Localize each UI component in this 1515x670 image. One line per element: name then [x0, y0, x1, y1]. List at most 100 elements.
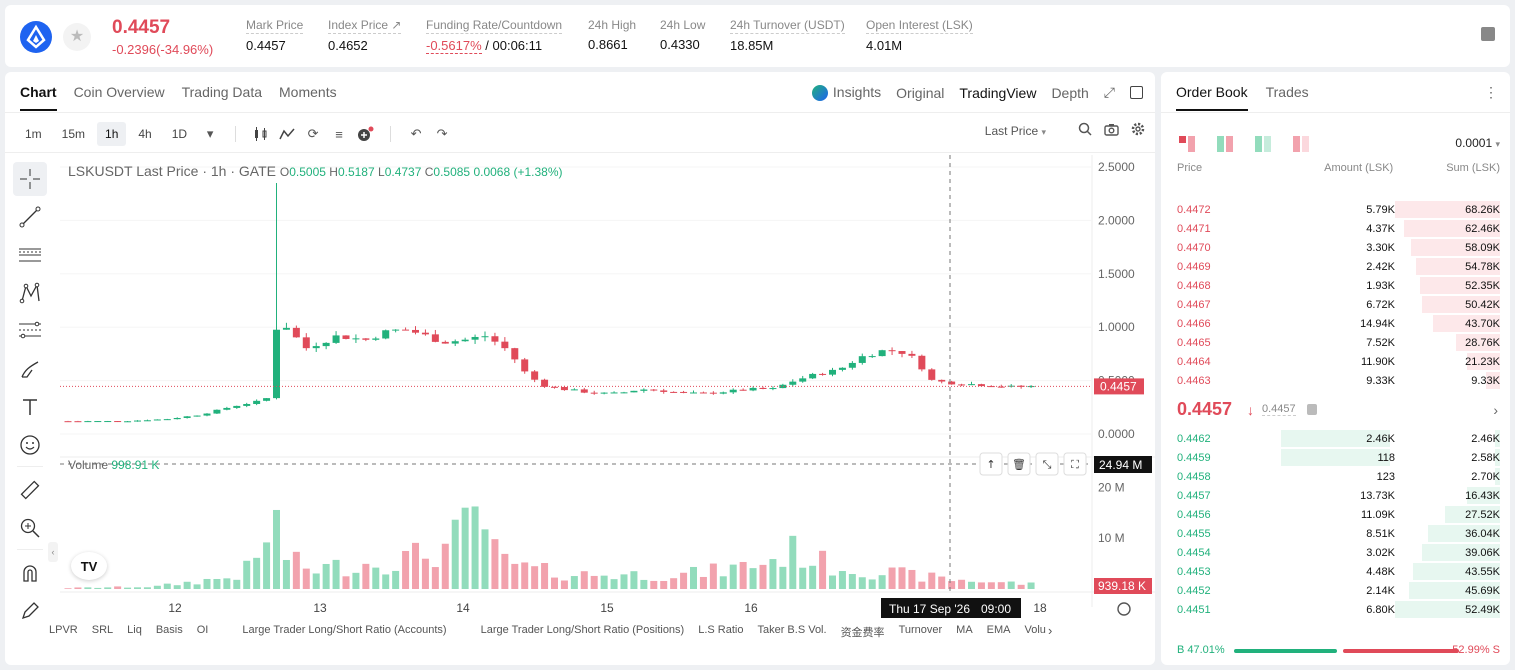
candle-body [213, 409, 221, 414]
indicator-10[interactable]: Turnover [898, 624, 943, 636]
search-icon[interactable] [1078, 122, 1092, 139]
view-asks-icon[interactable] [1293, 136, 1309, 152]
indicator-13[interactable]: Volu [1024, 624, 1046, 636]
emoji-icon[interactable] [13, 428, 47, 462]
ruler-icon[interactable] [13, 473, 47, 507]
stat-index-price[interactable]: Index Price ↗ 0.4652 [328, 18, 402, 53]
view-bids-icon[interactable] [1255, 136, 1271, 152]
timeframe-1m[interactable]: 1m [25, 127, 42, 141]
ask-row[interactable]: 0.4469 2.42K 54.78K [1161, 257, 1500, 276]
bid-row[interactable]: 0.4455 8.51K 36.04K [1161, 524, 1500, 543]
collapse-icon[interactable] [1035, 452, 1059, 476]
tab-chart[interactable]: Chart [20, 84, 57, 111]
indicator-0[interactable]: LPVR [49, 624, 78, 636]
indicator-1[interactable]: SRL [91, 624, 114, 636]
candle-body [898, 351, 906, 354]
ask-row[interactable]: 0.4465 7.52K 28.76K [1161, 333, 1500, 352]
arrow-up-icon[interactable] [979, 452, 1003, 476]
magnet-icon[interactable] [13, 556, 47, 590]
ask-row[interactable]: 0.4470 3.30K 58.09K [1161, 238, 1500, 257]
bid-row[interactable]: 0.4458 123 2.70K [1161, 467, 1500, 486]
text-icon[interactable] [13, 390, 47, 424]
zoom-in-icon[interactable] [13, 511, 47, 545]
tab-insights[interactable]: Insights [811, 84, 881, 102]
timeframe-15m[interactable]: 15m [61, 127, 86, 141]
bid-row[interactable]: 0.4452 2.14K 45.69K [1161, 581, 1500, 600]
bid-row[interactable]: 0.4462 2.46K 2.46K [1161, 429, 1500, 448]
collapse-toolbar-icon[interactable]: ‹ [48, 542, 58, 562]
tradingview-logo[interactable]: TV [71, 552, 107, 580]
timeframe-1d[interactable]: 1D [171, 127, 188, 141]
indicator-6[interactable]: Large Trader Long/Short Ratio (Positions… [480, 624, 685, 636]
add-alert-icon[interactable] [354, 123, 376, 145]
gear-icon[interactable] [1131, 122, 1145, 139]
bid-row[interactable]: 0.4456 11.09K 27.52K [1161, 505, 1500, 524]
ask-row[interactable]: 0.4467 6.72K 50.42K [1161, 295, 1500, 314]
crosshair-icon[interactable] [13, 162, 47, 196]
undo-icon[interactable]: ↶ [410, 126, 422, 141]
window-icon[interactable] [1130, 86, 1143, 100]
timeframe-1h[interactable]: 1h [97, 122, 127, 146]
tab-trading-data[interactable]: Trading Data [181, 84, 263, 100]
view-both-icon[interactable] [1179, 136, 1195, 152]
bid-row[interactable]: 0.4459 118 2.58K [1161, 448, 1500, 467]
tab-tradingview[interactable]: TradingView [959, 84, 1037, 101]
bid-row[interactable]: 0.4453 4.48K 43.55K [1161, 562, 1500, 581]
ask-row[interactable]: 0.4463 9.33K 9.33K [1161, 371, 1500, 390]
more-icon[interactable]: ⋮ [1484, 84, 1498, 100]
pattern-icon[interactable] [13, 276, 47, 310]
indicator-4[interactable]: OI [196, 624, 209, 636]
ask-row[interactable]: 0.4471 4.37K 62.46K [1161, 219, 1500, 238]
ask-row[interactable]: 0.4468 1.93K 52.35K [1161, 276, 1500, 295]
indicator-11[interactable]: MA [956, 624, 973, 636]
settings-axis-icon[interactable] [1117, 602, 1131, 616]
candle-body [551, 386, 558, 388]
camera-icon[interactable] [1104, 123, 1119, 139]
fullscreen-icon[interactable] [1063, 452, 1087, 476]
bid-row[interactable]: 0.4451 6.80K 52.49K [1161, 600, 1500, 619]
ask-price: 0.4463 [1177, 375, 1211, 387]
templates-icon[interactable]: ≡ [335, 126, 343, 142]
indicator-7[interactable]: L.S Ratio [698, 624, 744, 636]
ask-row[interactable]: 0.4464 11.90K 21.23K [1161, 352, 1500, 371]
replay-icon[interactable]: ⟳ [307, 126, 319, 141]
ask-row[interactable]: 0.4472 5.79K 68.26K [1161, 200, 1500, 219]
tab-moments[interactable]: Moments [279, 84, 337, 100]
stat-value: 4.01M [866, 38, 903, 53]
star-icon[interactable]: ★ [63, 23, 91, 51]
bid-row[interactable]: 0.4457 13.73K 16.43K [1161, 486, 1500, 505]
indicator-12[interactable]: EMA [986, 624, 1011, 636]
ask-row[interactable]: 0.4466 14.94K 43.70K [1161, 314, 1500, 333]
fullscreen-icon-glyph: ⛶ [1071, 458, 1079, 471]
indicator-5[interactable]: Large Trader Long/Short Ratio (Accounts) [242, 624, 447, 636]
indicator-3[interactable]: Basis [155, 624, 183, 636]
pencil-lock-icon[interactable] [13, 594, 47, 628]
indicator-2[interactable]: Liq [127, 624, 142, 636]
timeframe-4h[interactable]: 4h [138, 127, 152, 141]
brush-icon[interactable] [13, 352, 47, 386]
horizontal-lines-icon[interactable] [13, 238, 47, 272]
expand-icon[interactable]: ⤢ [1103, 84, 1115, 101]
indicators-icon[interactable] [276, 123, 298, 145]
bid-row[interactable]: 0.4454 3.02K 39.06K [1161, 543, 1500, 562]
candle-type-icon[interactable] [250, 123, 272, 145]
chevron-right-icon[interactable]: › [1048, 623, 1053, 638]
view-split-icon[interactable] [1217, 136, 1233, 152]
trash-icon[interactable] [1007, 452, 1031, 476]
redo-icon[interactable]: ↷ [436, 126, 448, 141]
tab-coin-overview[interactable]: Coin Overview [73, 84, 165, 100]
price-type-select[interactable]: Last Price ▾ [984, 123, 1046, 138]
book-icon[interactable] [1481, 27, 1495, 41]
chevron-down-icon[interactable]: ▾ [206, 126, 214, 141]
indicator-8[interactable]: Taker B.S Vol. [757, 624, 827, 636]
tab-original[interactable]: Original [896, 84, 945, 101]
fib-icon[interactable] [13, 314, 47, 348]
indicator-9[interactable]: 资金费率 [840, 627, 885, 639]
tab-order-book[interactable]: Order Book [1176, 84, 1248, 111]
precision-select[interactable]: 0.0001 ▾ [1455, 136, 1500, 150]
trend-line-icon[interactable] [13, 200, 47, 234]
chevron-right-icon[interactable]: › [1493, 402, 1498, 418]
tab-depth[interactable]: Depth [1051, 84, 1089, 101]
tab-trades[interactable]: Trades [1265, 84, 1309, 100]
